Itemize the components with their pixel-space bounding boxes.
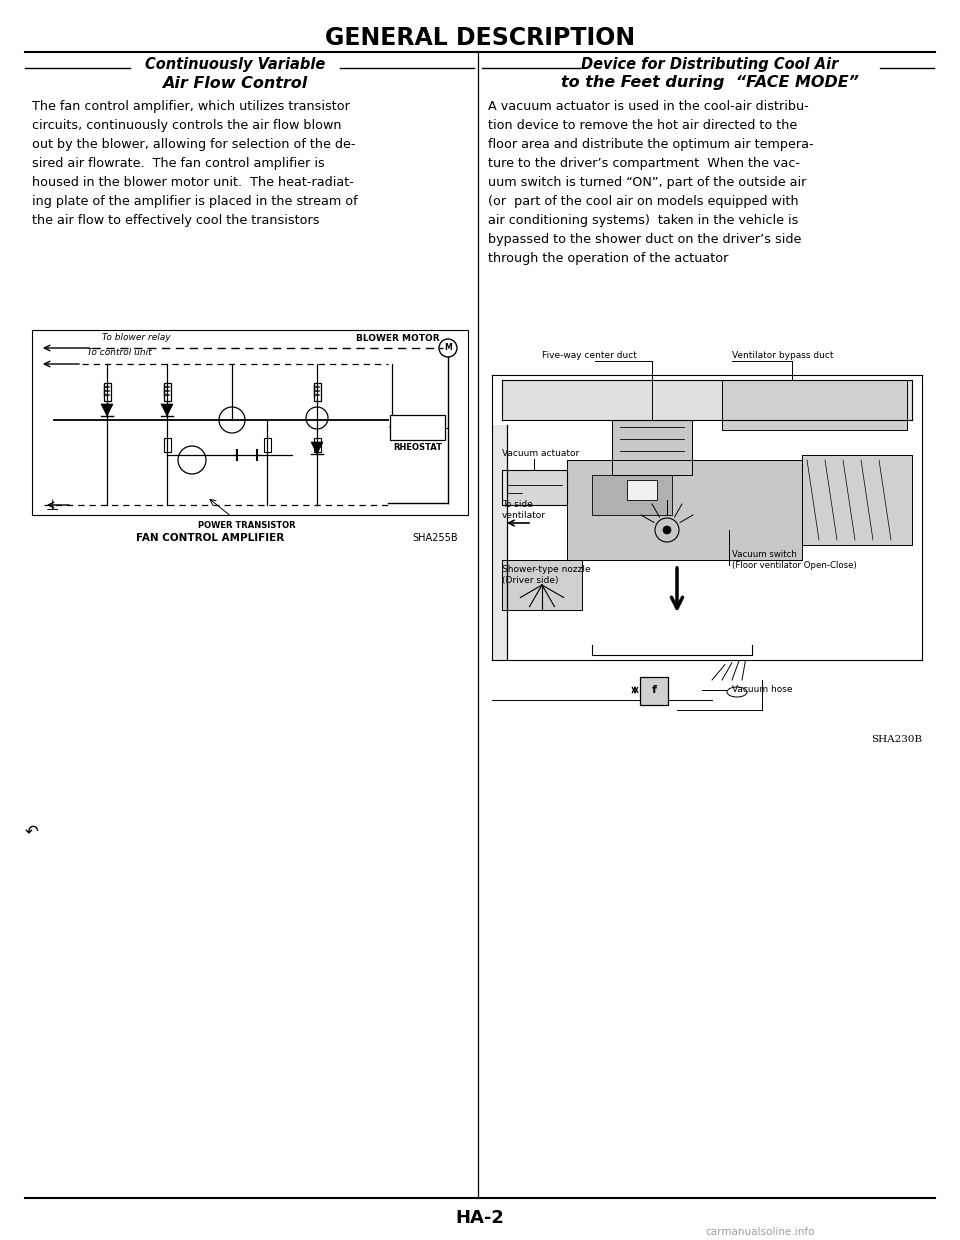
Polygon shape: [502, 379, 912, 420]
Text: Air Flow Control: Air Flow Control: [162, 76, 307, 91]
Bar: [627, 480, 657, 500]
Polygon shape: [722, 379, 907, 430]
Circle shape: [663, 526, 671, 534]
Polygon shape: [612, 420, 692, 475]
Bar: [163, 383, 171, 401]
Bar: [640, 677, 668, 706]
Text: POWER TRANSISTOR: POWER TRANSISTOR: [198, 521, 296, 529]
Text: Continuously Variable: Continuously Variable: [145, 57, 325, 72]
Text: Device for Distributing Cool Air: Device for Distributing Cool Air: [582, 57, 839, 72]
Text: To blower relay: To blower relay: [102, 334, 171, 342]
Text: HA-2: HA-2: [456, 1209, 504, 1228]
Text: SHA255B: SHA255B: [413, 533, 458, 543]
Text: Shower-type nozzle
(Driver side): Shower-type nozzle (Driver side): [502, 565, 590, 585]
Polygon shape: [802, 455, 912, 546]
Polygon shape: [567, 460, 802, 560]
Text: Vacuum switch
(Floor ventilator Open-Close): Vacuum switch (Floor ventilator Open-Clo…: [732, 551, 856, 570]
Text: ⊥: ⊥: [45, 497, 59, 512]
Polygon shape: [311, 441, 323, 454]
Text: The fan control amplifier, which utilizes transistor
circuits, continuously cont: The fan control amplifier, which utilize…: [32, 100, 358, 227]
Text: RHEOSTAT: RHEOSTAT: [393, 444, 442, 453]
Bar: [314, 438, 321, 453]
Text: GENERAL DESCRIPTION: GENERAL DESCRIPTION: [324, 26, 636, 50]
Bar: [32, 330, 468, 515]
Bar: [104, 383, 110, 401]
Text: carmanualsoline.info: carmanualsoline.info: [706, 1228, 815, 1238]
Text: FAN CONTROL AMPLIFIER: FAN CONTROL AMPLIFIER: [136, 533, 284, 543]
Polygon shape: [592, 475, 672, 515]
Text: Vacuum hose: Vacuum hose: [732, 686, 793, 694]
Text: To side
ventilator: To side ventilator: [502, 500, 546, 520]
Text: SHA230B: SHA230B: [871, 735, 922, 744]
Text: Vacuum actuator: Vacuum actuator: [502, 449, 579, 458]
Text: A vacuum actuator is used in the cool-air distribu-
tion device to remove the ho: A vacuum actuator is used in the cool-ai…: [488, 100, 814, 265]
Text: $\curvearrowleft$: $\curvearrowleft$: [21, 821, 39, 839]
Text: to the Feet during  “FACE MODE”: to the Feet during “FACE MODE”: [561, 76, 859, 91]
Polygon shape: [502, 470, 567, 505]
Text: To control unit: To control unit: [87, 348, 152, 357]
Text: f: f: [652, 684, 657, 694]
Text: M: M: [444, 343, 452, 352]
Bar: [314, 383, 321, 401]
Text: Five-way center duct: Five-way center duct: [542, 351, 636, 360]
Polygon shape: [502, 560, 582, 610]
Polygon shape: [161, 404, 173, 415]
Bar: [390, 415, 445, 440]
Polygon shape: [101, 404, 113, 415]
Polygon shape: [492, 425, 507, 660]
Bar: [163, 438, 171, 453]
Bar: [263, 438, 271, 453]
Text: BLOWER MOTOR: BLOWER MOTOR: [356, 334, 440, 343]
Text: Ventilator bypass duct: Ventilator bypass duct: [732, 351, 833, 360]
